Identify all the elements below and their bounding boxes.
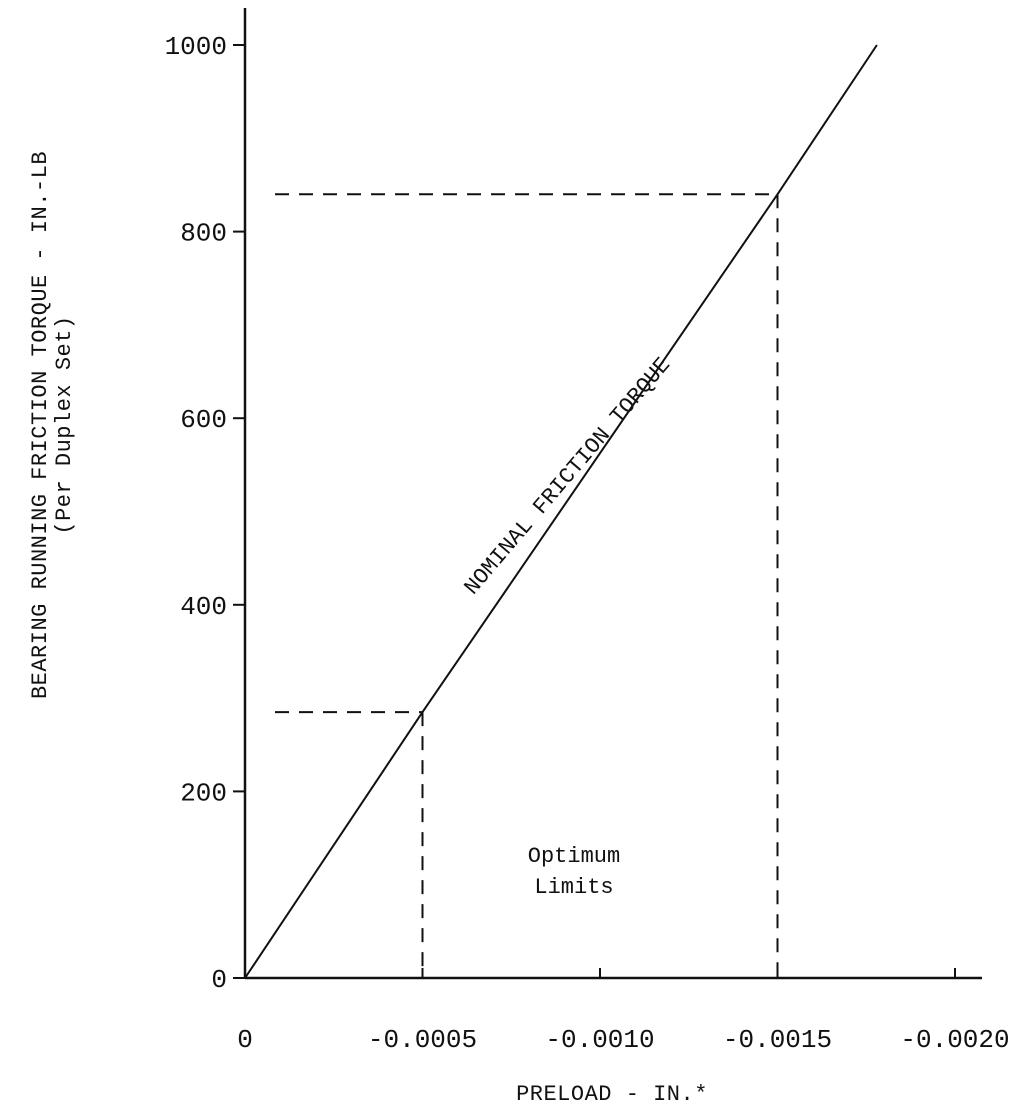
x-tick-label: -0.0015 bbox=[723, 1025, 832, 1055]
series-lines bbox=[244, 44, 878, 979]
y-tick-label: 400 bbox=[180, 592, 227, 622]
series-label-nominal-friction-torque: NOMINAL FRICTION TORQUE bbox=[460, 353, 676, 600]
y-tick-label: 800 bbox=[180, 219, 227, 249]
y-tick-label: 200 bbox=[180, 778, 227, 808]
x-tick-label: -0.0010 bbox=[545, 1025, 654, 1055]
annotation-limits: Limits bbox=[534, 875, 613, 900]
y-tick-label: 1000 bbox=[165, 32, 227, 62]
axis-ticks: 0 200 400 600 800 1000 0 -0.0005 -0.0010 -0.0015 -… bbox=[165, 32, 1010, 1055]
x-tick-label: -0.0005 bbox=[368, 1025, 477, 1055]
y-axis-subtitle: (Per Duplex Set) bbox=[52, 315, 77, 534]
y-axis-title: BEARING RUNNING FRICTION TORQUE - IN.-LB bbox=[28, 151, 53, 699]
x-axis-title: PRELOAD - IN.* bbox=[516, 1082, 708, 1107]
chart-axes bbox=[243, 8, 982, 980]
y-tick-label: 0 bbox=[211, 965, 227, 995]
y-tick-label: 600 bbox=[180, 405, 227, 435]
optimum-limit-lines bbox=[275, 193, 779, 978]
x-tick-label: -0.0020 bbox=[900, 1025, 1009, 1055]
series-line-nominal-friction-torque bbox=[244, 44, 878, 979]
annotation-optimum: Optimum bbox=[528, 844, 620, 869]
x-tick-label: 0 bbox=[237, 1025, 253, 1055]
